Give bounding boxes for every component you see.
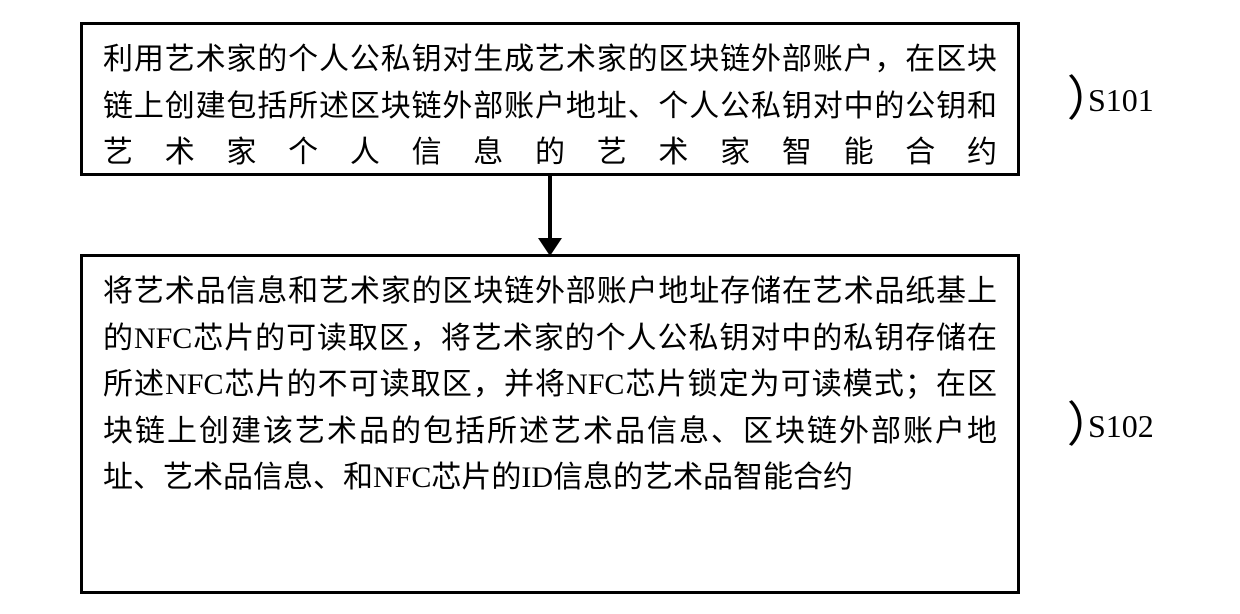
flowchart-node-s102: 将艺术品信息和艺术家的区块链外部账户地址存储在艺术品纸基上的NFC芯片的可读取区…	[80, 254, 1020, 594]
flowchart-canvas: 利用艺术家的个人公私钥对生成艺术家的区块链外部账户，在区块链上创建包括所述区块链…	[0, 0, 1240, 614]
flowchart-node-s101: 利用艺术家的个人公私钥对生成艺术家的区块链外部账户，在区块链上创建包括所述区块链…	[80, 22, 1020, 176]
node-label-s101: S101	[1088, 82, 1154, 119]
node-label-s102: S102	[1088, 408, 1154, 445]
node-text: 将艺术品信息和艺术家的区块链外部账户地址存储在艺术品纸基上的NFC芯片的可读取区…	[103, 269, 997, 502]
node-text: 利用艺术家的个人公私钥对生成艺术家的区块链外部账户，在区块链上创建包括所述区块链…	[103, 37, 997, 177]
edge-line	[548, 176, 552, 238]
connector-arc-s101: ⌒	[1032, 73, 1080, 121]
connector-arc-s102: ⌒	[1032, 399, 1080, 447]
